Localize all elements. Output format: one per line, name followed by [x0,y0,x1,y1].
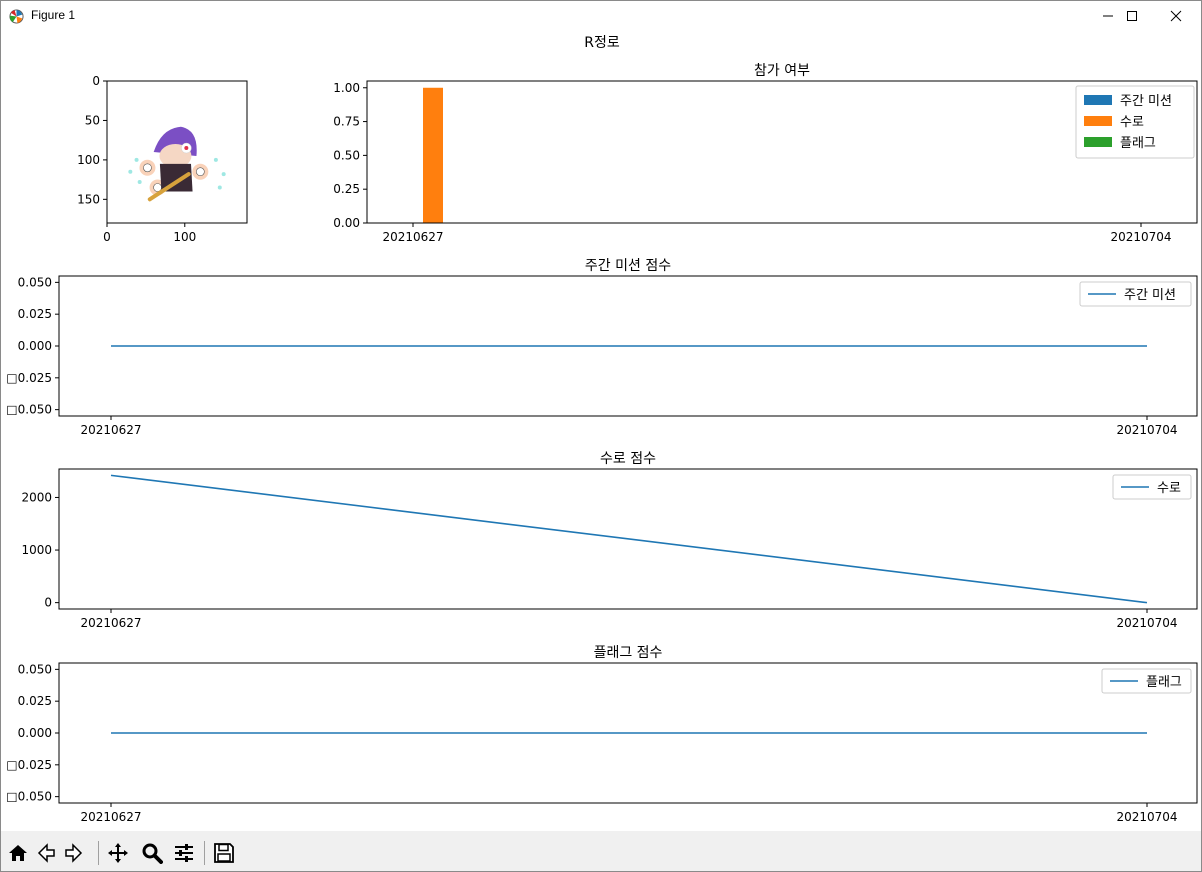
sparkle [137,179,142,184]
bar [423,87,443,223]
legend-label: 주간 미션 [1120,94,1172,109]
close-icon [1170,10,1182,22]
image-axes-frame [106,80,248,224]
x-tick-label: 20210627 [80,810,141,824]
x-tick-label: 20210627 [80,616,141,630]
y-tick-label: 150 [77,192,100,206]
legend-label: 플래그 [1146,675,1182,690]
sprite-flower-center [184,146,189,151]
axes-title: 수로 점수 [600,451,656,467]
save-icon [214,843,234,863]
axes-title: 주간 미션 점수 [585,258,671,274]
x-tick-label: 20210627 [382,230,443,244]
forward-button[interactable] [61,840,87,866]
maximize-icon [1127,11,1137,21]
minimize-icon [1103,15,1113,17]
legend-label: 수로 [1157,481,1181,496]
y-tick-label: 0.050 [18,662,52,676]
pan-icon [108,843,128,863]
legend-swatch [1084,95,1112,105]
sprite-bat [147,172,191,202]
y-tick-label: 1.00 [333,81,360,95]
y-tick-label: 50 [85,113,100,127]
legend-box [1112,474,1192,500]
figure-canvas[interactable]: R정로 0 100 0 50 100 150 참가 여부 20210627 20210704 0.0… [1,31,1201,831]
y-tick-label: 0.000 [18,339,52,353]
character-sprite [128,126,226,202]
line-axes-frame [58,468,1198,610]
legend-label: 수로 [1120,115,1144,130]
y-tick-label: 0.000 [18,726,52,740]
axes-title: 플래그 점수 [594,645,663,661]
y-tick-label: 0 [44,596,52,610]
figure-suptitle: R정로 [584,35,620,51]
pan-button[interactable] [105,840,131,866]
sparkle [128,169,133,174]
y-tick-label: □0.050 [6,790,52,804]
y-tick-label: □0.025 [6,758,52,772]
x-tick-label: 20210704 [1116,810,1177,824]
window-title: Figure 1 [31,8,76,22]
x-tick-label: 20210704 [1110,230,1171,244]
legend-swatch [1084,116,1112,126]
close-button[interactable] [1153,1,1199,31]
home-icon [9,845,27,861]
x-tick-label: 0 [103,230,111,244]
sparkle [134,157,139,162]
y-tick-label: 0.050 [18,275,52,289]
back-icon [37,843,55,863]
x-tick-label: 100 [173,230,196,244]
zoom-button[interactable] [139,840,165,866]
y-tick-label: 100 [77,153,100,167]
legend-box [1101,668,1192,694]
zoom-icon [142,843,163,864]
axes-title: 참가 여부 [754,63,810,79]
home-button[interactable] [5,840,31,866]
title-bar[interactable]: Figure 1 [1,1,1201,31]
sparkle [217,185,222,190]
glow-orb-core [196,167,205,177]
sparkle [213,157,218,162]
navigation-toolbar [1,831,1201,871]
sparkle [221,172,226,177]
glow-orb-core [143,163,152,173]
x-tick-label: 20210704 [1116,616,1177,630]
y-tick-label: 0.75 [333,115,360,129]
y-tick-label: □0.050 [6,403,52,417]
configure-subplots-icon [175,844,193,862]
y-tick-label: 0.00 [333,216,360,230]
toolbar-separator [204,841,205,865]
legend-label: 플래그 [1120,136,1156,151]
matplotlib-icon [9,9,24,24]
y-tick-label: 0.025 [18,694,52,708]
x-tick-label: 20210704 [1116,423,1177,437]
forward-icon [65,843,83,863]
save-button[interactable] [211,840,237,866]
y-tick-label: □0.025 [6,371,52,385]
y-tick-label: 2000 [21,490,52,504]
legend-swatch [1084,137,1112,147]
y-tick-label: 0.50 [333,148,360,162]
back-button[interactable] [33,840,59,866]
minimize-button[interactable] [1085,1,1131,31]
y-tick-label: 0 [92,74,100,88]
maximize-button[interactable] [1109,1,1155,31]
toolbar-separator [98,841,99,865]
y-tick-label: 0.025 [18,307,52,321]
legend-box [1079,281,1192,307]
x-tick-label: 20210627 [80,423,141,437]
legend-label: 주간 미션 [1124,288,1176,303]
configure-subplots-button[interactable] [171,840,197,866]
y-tick-label: 1000 [21,543,52,557]
y-tick-label: 0.25 [333,182,360,196]
series-line [110,474,1148,604]
sprite-body [159,163,193,192]
bar-axes-frame [366,80,1198,224]
